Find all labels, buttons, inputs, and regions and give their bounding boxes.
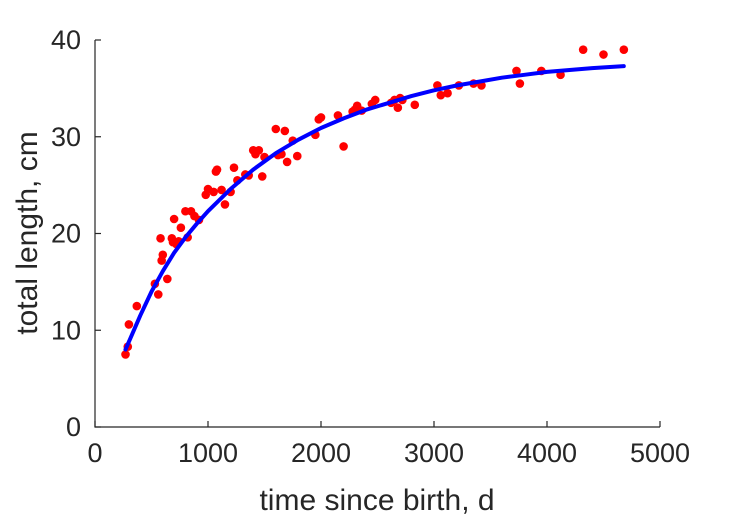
x-tick-label: 0: [87, 438, 102, 468]
data-point: [254, 145, 264, 155]
data-point: [512, 66, 521, 76]
x-tick-label: 3000: [404, 438, 464, 468]
data-point: [176, 223, 186, 232]
data-point: [599, 50, 608, 59]
data-point: [124, 320, 134, 329]
data-point: [280, 126, 290, 136]
fit-curve: [123, 64, 626, 352]
y-tick-label: 30: [51, 122, 81, 152]
data-point: [220, 200, 230, 209]
data-point: [515, 79, 525, 88]
y-axis-label: total length, cm: [11, 131, 44, 334]
data-point: [121, 350, 130, 359]
data-points: [121, 45, 629, 359]
y-tick-label: 10: [51, 315, 81, 345]
data-point: [156, 234, 165, 243]
data-point: [169, 214, 179, 224]
data-point: [436, 90, 446, 100]
data-point: [578, 45, 588, 54]
plot-area: [94, 40, 660, 428]
data-point: [370, 95, 380, 105]
y-tick-label: 40: [51, 25, 81, 55]
y-tick-label: 0: [66, 412, 81, 442]
data-point: [158, 250, 168, 260]
ticks: 0 1000 2000 3000 4000 5000 0 10 20 30 40: [51, 25, 690, 468]
data-point: [257, 172, 267, 181]
data-point: [316, 113, 326, 122]
y-tick-label: 20: [51, 219, 81, 249]
data-point: [282, 157, 292, 167]
data-point: [229, 163, 239, 173]
data-point: [393, 103, 403, 113]
data-point: [132, 301, 142, 311]
x-tick-label: 2000: [291, 438, 351, 468]
data-point: [212, 165, 222, 174]
data-point: [292, 151, 302, 161]
data-point: [333, 111, 343, 120]
data-point: [410, 100, 420, 110]
x-tick-label: 4000: [517, 438, 577, 468]
data-point: [271, 124, 281, 134]
data-point: [339, 142, 348, 151]
data-point: [209, 187, 218, 197]
x-tick-label: 1000: [178, 438, 238, 468]
x-tick-label: 5000: [630, 438, 690, 468]
data-point: [163, 274, 172, 284]
data-point: [217, 185, 226, 195]
x-axis-label: time since birth, d: [259, 484, 494, 517]
data-point: [619, 45, 629, 54]
data-point: [443, 88, 452, 98]
data-point: [153, 290, 163, 299]
